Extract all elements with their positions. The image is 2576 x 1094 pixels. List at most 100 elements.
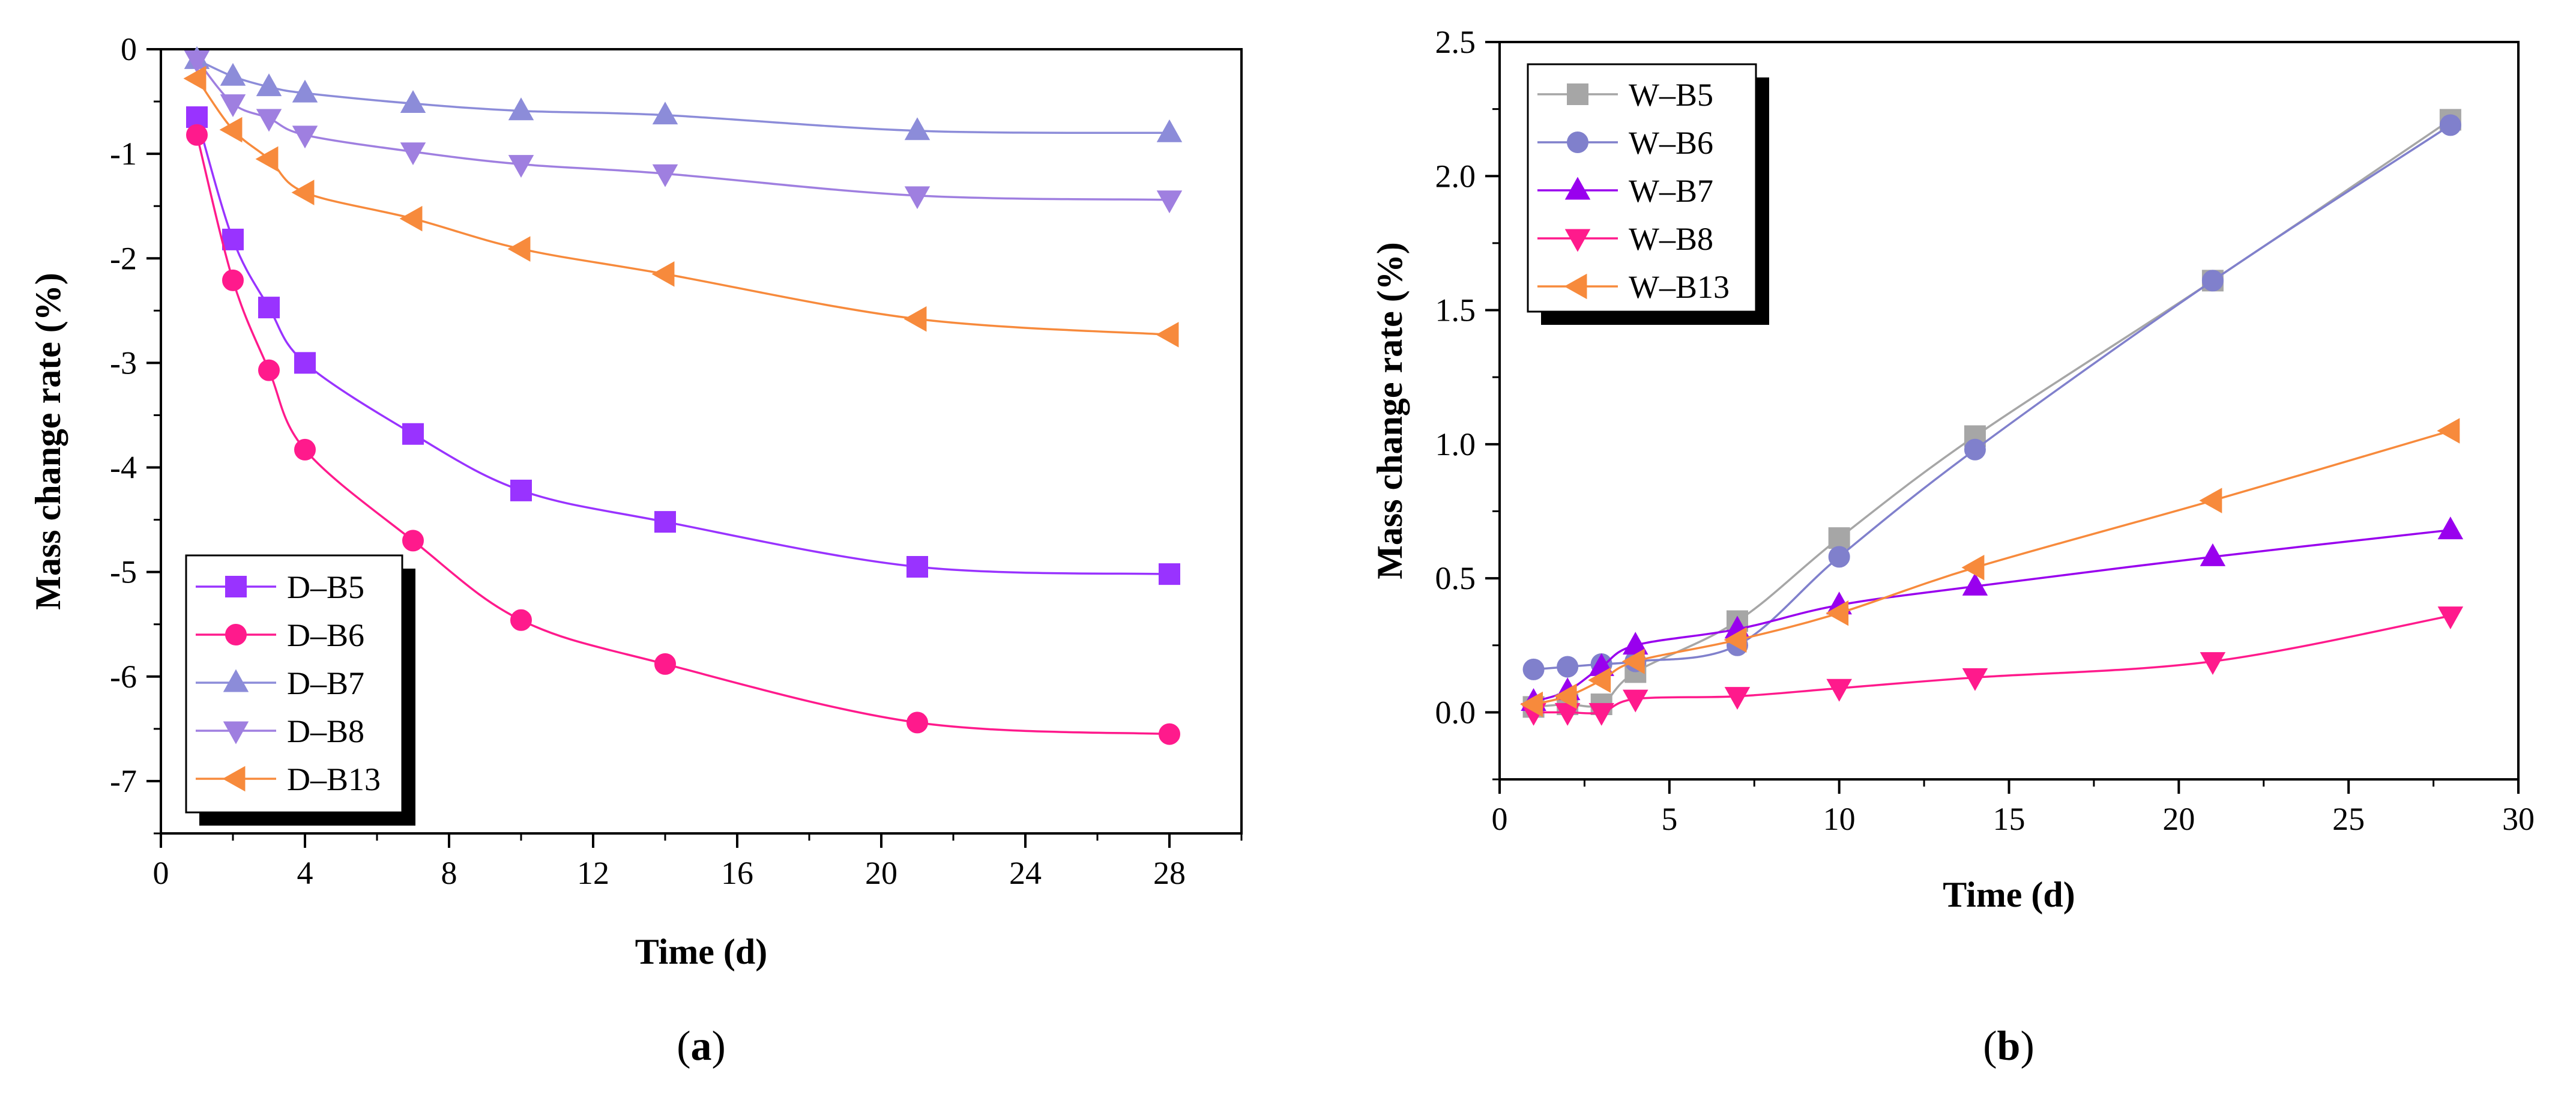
data-point [654,511,676,533]
x-axis-label: Time (d) [635,932,768,972]
x-tick-label: 8 [441,855,457,891]
data-point [1826,678,1852,702]
legend-marker [223,721,249,745]
data-point [904,117,931,141]
data-point [1961,554,1985,581]
legend-label: W–B13 [1629,269,1730,305]
x-tick-label: 12 [577,855,609,891]
data-point [292,79,318,103]
x-axis-label: Time (d) [1943,875,2075,914]
series-line [196,116,1170,575]
series-line [196,59,1170,201]
data-point [1159,563,1180,585]
data-point [183,65,207,92]
data-point [510,479,532,501]
y-tick-label: 2.5 [1435,24,1476,60]
data-point [292,125,318,149]
data-point [1962,573,1988,596]
data-point [1156,322,1179,348]
data-point [2437,418,2460,444]
panel-label: (b) [1983,1023,2035,1069]
data-point [1159,723,1180,745]
legend-box [1527,63,1757,313]
chart-panel-b: 0 5 10 15 20 25 30 0.0 0.5 1.0 1.5 2.0 2.5 Time (d) Ma… [1370,24,2535,1069]
legend-label: D–B5 [287,569,364,605]
data-point [652,101,678,125]
x-tick-label: 5 [1661,801,1677,837]
data-point [186,124,208,146]
data-point [903,306,927,332]
data-point [652,164,678,187]
data-point [294,438,316,461]
data-point [400,90,426,113]
data-point [399,205,423,232]
legend-marker [1564,177,1591,200]
legend-label: D–B13 [287,761,381,797]
x-tick-label: 0 [1492,801,1508,837]
data-point [2439,114,2461,136]
data-point [220,94,246,117]
data-point [1588,667,1611,694]
data-point [186,106,208,128]
legend-marker [223,669,249,692]
data-point [1724,687,1751,710]
legend-marker [222,766,246,792]
data-point [402,423,424,445]
data-point [2200,652,2226,675]
x-tick-label: 0 [153,855,169,891]
y-tick-label: 1.0 [1435,426,1476,462]
legend-marker [225,624,247,645]
y-tick-label: 0.5 [1435,560,1476,596]
series-line [1533,614,2451,715]
x-tick-label: 28 [1153,855,1186,891]
panel-label-close: ) [2020,1023,2034,1069]
data-point [1588,703,1614,726]
legend-label: W–B6 [1629,125,1713,161]
data-point [256,109,282,132]
chart-panel-a: 0 4 8 12 16 20 24 28 0 -1 -2 -3 -4 -5 -6 -7 Time (d) Mass… [28,31,1243,1069]
panel-label-open: ( [1983,1023,1997,1069]
data-point [291,180,315,205]
data-point [1962,668,1988,691]
legend-label: D–B6 [287,617,364,653]
data-point [1557,656,1579,678]
legend-marker [1564,273,1587,300]
data-point [1156,119,1183,142]
legend-label: W–B7 [1629,173,1713,209]
data-point [256,73,282,97]
data-point [402,530,424,552]
data-point [1828,546,1850,568]
panel-label-letter: b [1997,1023,2021,1069]
data-point [2200,543,2226,566]
data-point [1621,648,1645,674]
data-point [2437,606,2464,630]
data-point [255,146,279,172]
legend-marker [1567,131,1588,153]
legend-label: W–B8 [1629,221,1713,257]
data-point [1156,190,1183,214]
y-tick-label: -5 [110,554,137,590]
y-tick-label: 2.0 [1435,158,1476,194]
series-line [196,58,1170,134]
legend-marker [1567,83,1588,105]
y-tick-label: -3 [110,345,137,381]
series-line [1533,429,2451,706]
y-tick-label: 0 [121,31,137,67]
y-tick-label: 1.5 [1435,292,1476,328]
panel-label-open: ( [677,1023,690,1069]
x-tick-label: 10 [1823,801,1856,837]
legend-marker [1564,229,1591,252]
data-point [1724,627,1747,653]
data-point [222,228,244,250]
data-point [904,186,931,210]
data-point [906,555,928,578]
x-tick-label: 15 [1993,801,2026,837]
data-point [258,359,280,381]
y-axis-label: Mass change rate (%) [1370,242,1410,579]
data-point [508,97,534,121]
y-axis-label: Mass change rate (%) [28,273,68,610]
legend-label: D–B8 [287,713,364,749]
data-point [2201,270,2224,292]
panel-label-letter: a [691,1023,712,1069]
